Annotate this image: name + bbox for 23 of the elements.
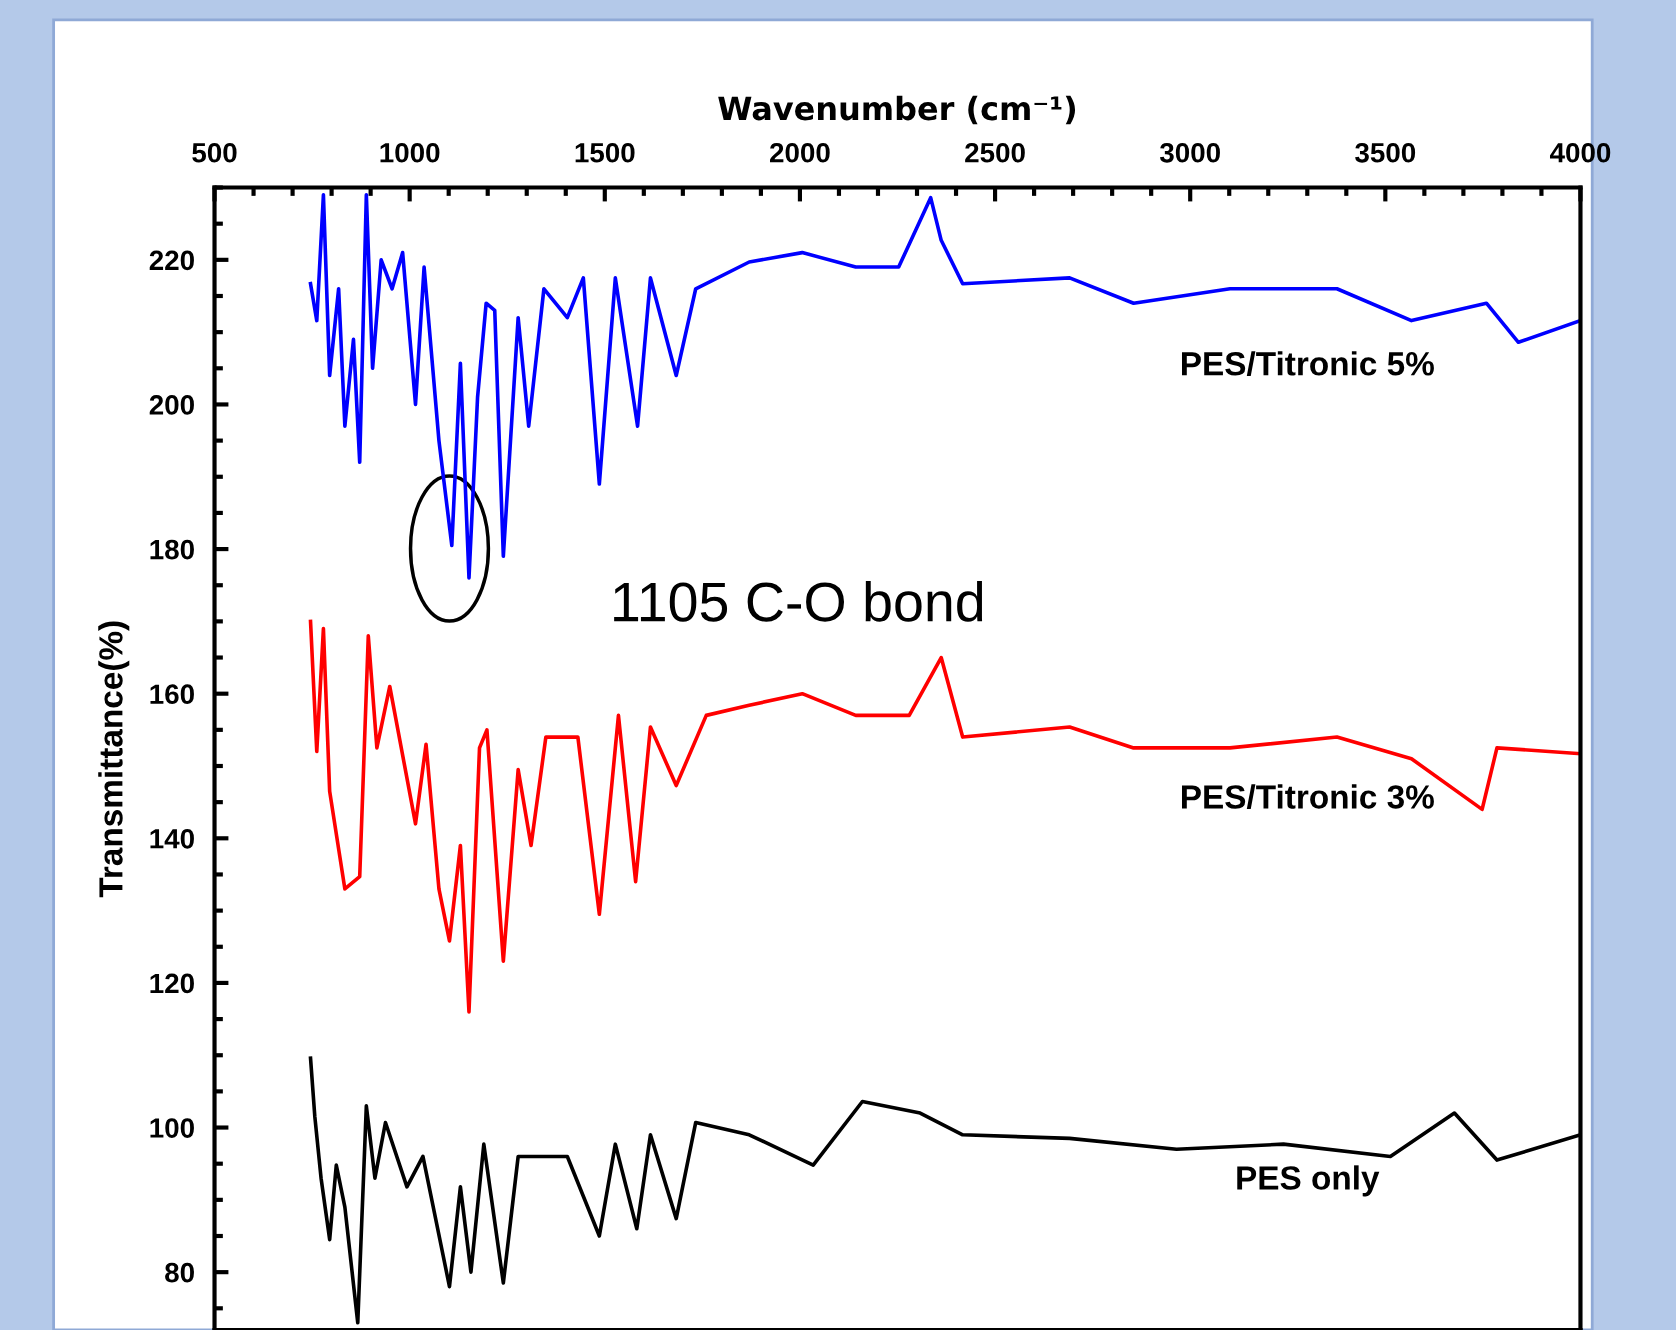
y-tick-label: 220	[149, 250, 194, 271]
x-tick-label: 1500	[575, 142, 635, 163]
y-tick-label: 100	[150, 1118, 194, 1138]
y-tick-label: 120	[150, 973, 194, 994]
y-tick-label: 180	[150, 539, 194, 560]
series-label: PES only	[1237, 1165, 1380, 1197]
y-tick-label: 160	[150, 684, 194, 705]
y-tick-label: 140	[150, 828, 194, 849]
y-tick-label: 200	[149, 395, 194, 415]
x-tick-label: 1000	[380, 142, 440, 163]
x-tick-label: 4000	[1549, 142, 1611, 163]
annotation: 1105 C-O bond	[614, 580, 983, 622]
series-label: PES/Titronic 5%	[1182, 351, 1434, 376]
x-tick-label: 2000	[770, 142, 830, 163]
x-tick-label: 500	[192, 142, 237, 163]
series-label: PES/Titronic 3%	[1182, 784, 1434, 810]
line-series	[308, 192, 1581, 580]
x-tick-label: 3500	[1355, 142, 1416, 163]
x-tick-label: 2500	[965, 142, 1025, 163]
y-tick-label: 80	[165, 1262, 194, 1283]
x-axis-title: Wavenumber (cm⁻¹)	[718, 95, 1076, 125]
x-tick-label: 3000	[1159, 142, 1220, 163]
y-axis-title: Transmittance(%)	[98, 621, 130, 898]
